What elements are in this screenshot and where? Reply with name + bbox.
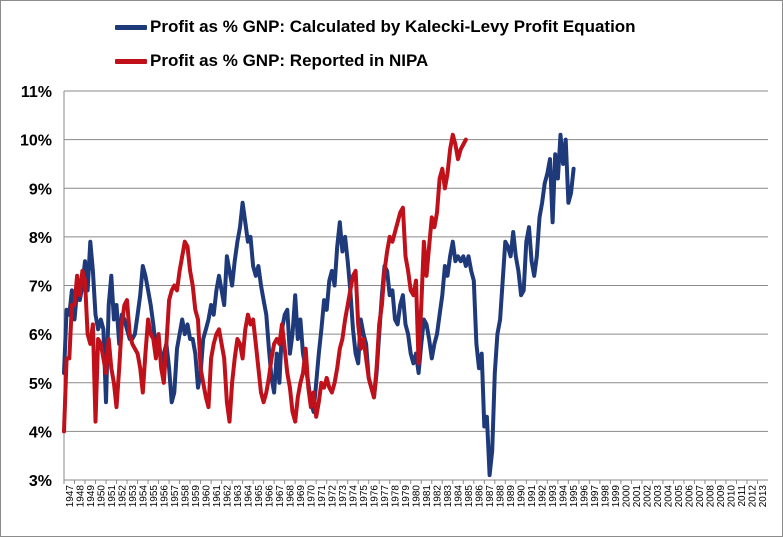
x-tick-label: 2001	[632, 485, 643, 508]
x-tick-label: 2013	[758, 485, 769, 508]
x-tick-label: 1978	[391, 485, 402, 508]
x-tick-label: 2006	[685, 485, 696, 508]
legend-swatch-reported	[115, 58, 147, 64]
x-tick-label: 1949	[86, 485, 97, 508]
x-tick-label: 1991	[527, 485, 538, 508]
legend-label-reported: Profit as % GNP: Reported in NIPA	[150, 51, 429, 70]
x-tick-label: 1952	[117, 485, 128, 508]
x-tick-label: 2002	[643, 485, 654, 508]
x-tick-label: 1953	[128, 485, 139, 508]
x-tick-label: 1958	[180, 485, 191, 508]
x-tick-label: 2011	[737, 485, 748, 507]
x-tick-label: 1984	[454, 485, 465, 508]
x-tick-label: 1976	[370, 485, 381, 508]
y-tick-label: 9%	[29, 181, 52, 198]
legend-item-reported: Profit as % GNP: Reported in NIPA	[115, 44, 636, 78]
y-tick-label: 7%	[29, 279, 52, 296]
x-tick-label: 1998	[601, 485, 612, 508]
y-tick-label: 11%	[21, 84, 52, 101]
series-line-reported	[62, 132, 468, 434]
y-tick-label: 5%	[29, 376, 52, 393]
x-tick-label: 1971	[317, 485, 328, 508]
x-tick-label: 2003	[653, 485, 664, 508]
y-tick-label: 8%	[29, 230, 52, 247]
x-tick-label: 1973	[338, 485, 349, 508]
y-tick-label: 3%	[29, 473, 52, 490]
x-tick-label: 1974	[349, 485, 360, 508]
x-tick-label: 1997	[590, 485, 601, 508]
x-tick-label: 2000	[622, 485, 633, 508]
x-tick-label: 2005	[674, 485, 685, 508]
x-tick-label: 1955	[149, 485, 160, 508]
x-tick-label: 2010	[727, 485, 738, 508]
x-tick-label: 2009	[716, 485, 727, 508]
legend-label-calculated: Profit as % GNP: Calculated by Kalecki-L…	[150, 17, 636, 36]
x-tick-label: 1965	[254, 485, 265, 508]
x-tick-label: 1981	[422, 485, 433, 508]
x-tick-label: 1980	[412, 485, 423, 508]
x-tick-label: 1972	[327, 485, 338, 508]
x-tick-label: 2008	[706, 485, 717, 508]
x-tick-label: 2004	[664, 485, 675, 508]
x-tick-label: 1948	[75, 485, 86, 508]
x-tick-label: 1987	[485, 485, 496, 508]
x-tick-label: 1994	[559, 485, 570, 508]
x-tick-label: 1992	[538, 485, 549, 508]
series-lines	[62, 132, 576, 478]
x-tick-label: 1950	[96, 485, 107, 508]
x-tick-label: 1969	[296, 485, 307, 508]
x-tick-label: 1977	[380, 485, 391, 508]
y-axis-ticks: 3% 4% 5% 6% 7% 8% 9% 10% 11%	[20, 84, 52, 490]
x-tick-label: 2012	[748, 485, 759, 508]
x-tick-label: 1970	[306, 485, 317, 508]
x-tick-label: 1954	[138, 485, 149, 508]
x-tick-label: 1956	[159, 485, 170, 508]
x-tick-label: 1988	[496, 485, 507, 508]
x-axis-ticks: 1947 1948 1949 1950 1951 1952 1953 1954 1955 1956…	[63, 480, 769, 508]
x-tick-label: 1968	[285, 485, 296, 508]
x-tick-label: 1960	[201, 485, 212, 508]
x-tick-label: 1996	[580, 485, 591, 508]
y-tick-label: 4%	[29, 424, 52, 441]
x-tick-label: 1985	[464, 485, 475, 508]
x-tick-label: 1947	[65, 485, 76, 508]
x-tick-label: 1959	[191, 485, 202, 508]
x-tick-label: 1966	[264, 485, 275, 508]
x-tick-label: 1986	[475, 485, 486, 508]
x-tick-label: 1982	[433, 485, 444, 508]
legend: Profit as % GNP: Calculated by Kalecki-L…	[115, 10, 636, 78]
x-tick-label: 1951	[107, 485, 118, 508]
y-tick-label: 6%	[29, 327, 52, 344]
x-tick-label: 1975	[359, 485, 370, 508]
x-tick-label: 1979	[401, 485, 412, 508]
series-line-calculated	[62, 132, 576, 478]
legend-swatch-calculated	[115, 24, 147, 30]
x-tick-label: 1967	[275, 485, 286, 508]
x-tick-label: 1962	[222, 485, 233, 508]
x-tick-label: 1995	[569, 485, 580, 508]
x-tick-label: 1990	[517, 485, 528, 508]
x-tick-label: 1999	[611, 485, 622, 508]
y-tick-label: 10%	[20, 133, 52, 150]
x-tick-label: 1989	[506, 485, 517, 508]
x-tick-label: 1993	[548, 485, 559, 508]
x-tick-label: 1983	[443, 485, 454, 508]
x-tick-label: 1963	[233, 485, 244, 508]
x-tick-label: 2007	[695, 485, 706, 508]
x-tick-label: 1961	[212, 485, 223, 508]
legend-item-calculated: Profit as % GNP: Calculated by Kalecki-L…	[115, 10, 636, 44]
x-tick-label: 1957	[170, 485, 181, 508]
x-tick-label: 1964	[243, 485, 254, 508]
